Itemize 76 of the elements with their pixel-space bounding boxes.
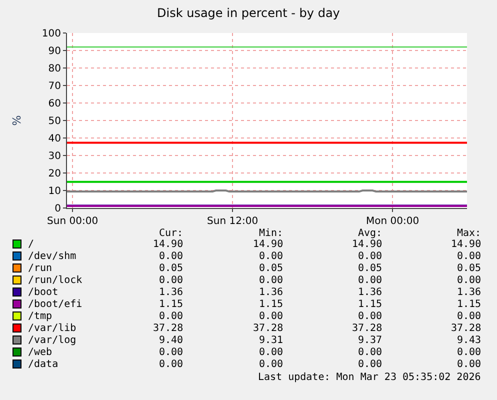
text: 14.90 (153, 239, 184, 250)
text: 0.05 (358, 263, 382, 274)
text: 1.15 (358, 299, 382, 310)
text: Min: (259, 228, 284, 239)
y-tick-label: 70 (48, 81, 61, 92)
text: 0.05 (159, 263, 184, 274)
text: 0.00 (159, 275, 184, 286)
text: 0.00 (259, 275, 284, 286)
text: 0.00 (457, 311, 482, 322)
text: 14.90 (352, 239, 382, 250)
text: 0.00 (457, 275, 482, 286)
text: Cur: (159, 228, 184, 239)
text: 0.05 (457, 263, 482, 274)
text: 0.00 (358, 251, 382, 262)
chart-title: Disk usage in percent - by day (157, 6, 340, 20)
legend-label: /var/lib (28, 323, 76, 334)
text: 9.37 (358, 335, 382, 346)
text: 1.36 (259, 287, 284, 298)
text: 37.28 (352, 323, 382, 334)
text: 37.28 (153, 323, 184, 334)
legend-label: /data (28, 359, 58, 370)
text: 0.00 (358, 347, 382, 358)
text: 9.43 (457, 335, 482, 346)
legend-label: /run (28, 263, 52, 274)
text: 0.00 (457, 359, 482, 370)
y-tick-label: 40 (48, 134, 61, 144)
y-tick-label: 30 (48, 151, 61, 162)
text: 9.40 (159, 335, 184, 346)
text: 0.00 (159, 251, 184, 262)
text: 0.00 (259, 251, 284, 262)
text: 0.00 (358, 275, 382, 286)
text: 0.00 (159, 311, 184, 322)
legend-label: /var/log (28, 335, 76, 346)
text: 14.90 (253, 239, 284, 250)
legend-label: /run/lock (28, 275, 82, 286)
x-tick-label: Sun 12:00 (207, 216, 258, 227)
y-axis-title: % (10, 115, 24, 126)
text: 0.00 (159, 347, 184, 358)
x-tick-label: Mon 00:00 (366, 216, 420, 227)
y-tick-label: 10 (48, 186, 61, 197)
text: 14.90 (451, 239, 482, 250)
y-tick-label: 80 (48, 64, 61, 74)
text: 9.31 (259, 335, 284, 346)
y-tick-label: 90 (48, 46, 61, 57)
text: 0.00 (259, 359, 284, 370)
text: 0.00 (259, 311, 284, 322)
legend-label: /boot/efi (28, 299, 82, 310)
text: 1.15 (457, 299, 482, 310)
text: 0.00 (457, 251, 482, 262)
y-tick-label: 50 (48, 116, 61, 127)
text: 37.28 (253, 323, 284, 334)
text: Max: (457, 228, 482, 239)
text: Last update: Mon Mar 23 05:35:02 2026 (258, 372, 481, 383)
text: 1.36 (457, 287, 482, 298)
legend-label: / (28, 239, 34, 250)
text: 1.15 (259, 299, 284, 310)
y-tick-label: 20 (48, 168, 61, 180)
y-tick-label: 60 (48, 98, 61, 110)
text: 0.05 (259, 263, 284, 274)
text: 0.00 (159, 359, 184, 370)
text: 37.28 (451, 323, 482, 334)
text: Avg: (358, 228, 382, 239)
legend-label: /boot (28, 287, 58, 298)
text: 0.00 (457, 347, 482, 358)
legend-label: /web (28, 347, 52, 358)
text: 1.36 (358, 287, 382, 298)
text: 1.15 (159, 299, 184, 310)
text: 0.00 (358, 311, 382, 322)
x-tick-label: Sun 00:00 (47, 216, 98, 227)
text: 0.00 (259, 347, 284, 358)
legend-label: /tmp (28, 311, 52, 322)
legend-label: /dev/shm (28, 251, 76, 262)
text: 0.00 (358, 359, 382, 370)
y-tick-label: 100 (42, 28, 61, 40)
text: 1.36 (159, 287, 184, 298)
y-tick-label: 0 (54, 204, 61, 214)
